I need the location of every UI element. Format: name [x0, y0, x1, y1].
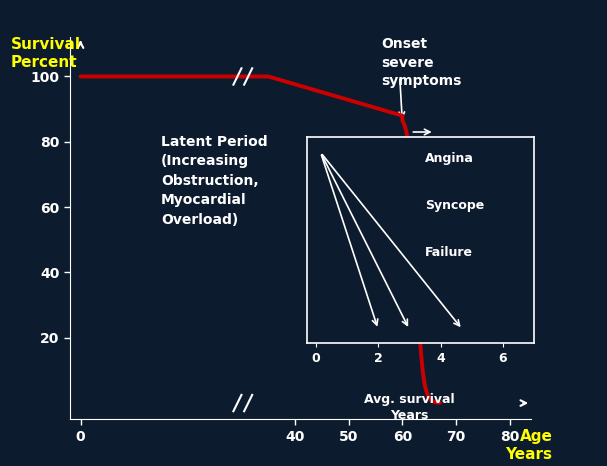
- Text: Angina: Angina: [425, 152, 474, 165]
- Text: Age
Years: Age Years: [506, 429, 552, 462]
- Text: Avg. survival
Years: Avg. survival Years: [364, 393, 455, 422]
- Text: Latent Period
(Increasing
Obstruction,
Myocardial
Overload): Latent Period (Increasing Obstruction, M…: [161, 135, 268, 227]
- Text: Onset
severe
symptoms: Onset severe symptoms: [381, 37, 461, 88]
- Text: Syncope: Syncope: [425, 199, 484, 212]
- Text: Failure: Failure: [425, 246, 473, 259]
- Text: Survival
Percent: Survival Percent: [11, 37, 81, 70]
